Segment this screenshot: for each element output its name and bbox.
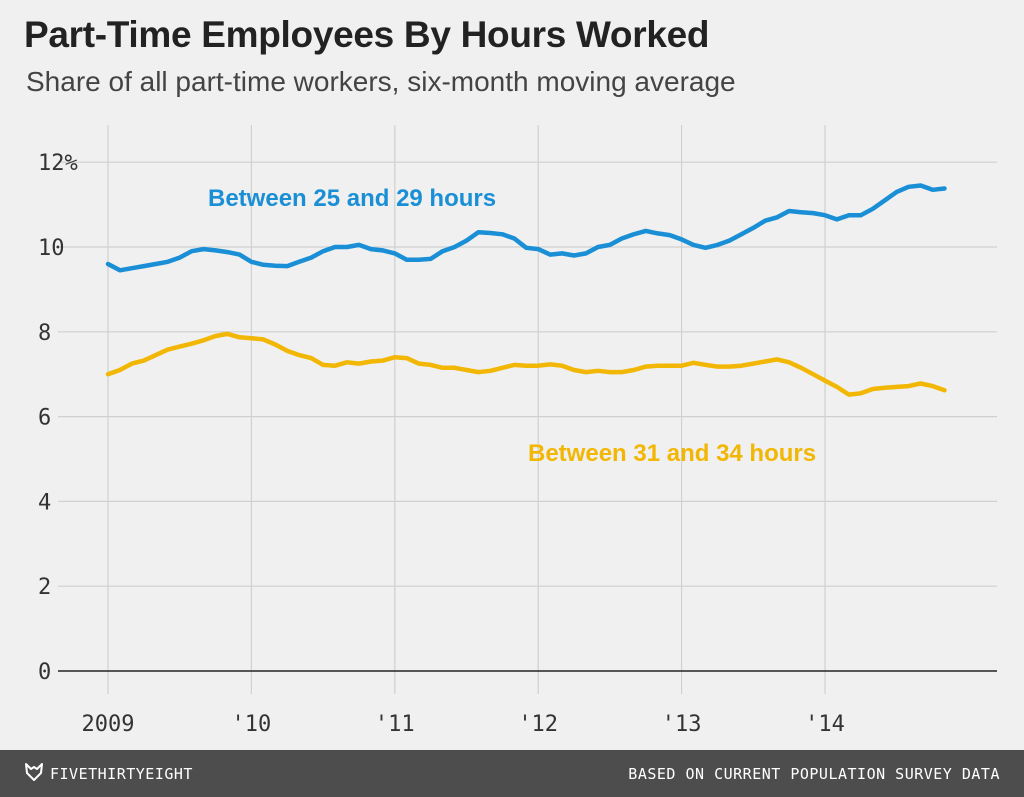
brand-name: FIVETHIRTYEIGHT bbox=[50, 765, 193, 783]
chart-title: Part-Time Employees By Hours Worked bbox=[24, 14, 710, 55]
grid-layer bbox=[58, 125, 997, 694]
series-line-31-34-hours bbox=[105, 331, 947, 397]
y-tick-label: 4 bbox=[38, 490, 51, 515]
source-note: BASED ON CURRENT POPULATION SURVEY DATA bbox=[628, 765, 1000, 783]
y-tick-label: 12% bbox=[38, 151, 78, 176]
x-tick-label: '11 bbox=[375, 712, 415, 737]
x-tick-label: 2009 bbox=[82, 712, 135, 737]
fivethirtyeight-fox-icon bbox=[24, 762, 44, 786]
series-line-25-29-hours bbox=[105, 183, 947, 273]
series-label-25-29-hours: Between 25 and 29 hours bbox=[208, 185, 496, 212]
y-tick-label: 0 bbox=[38, 660, 51, 685]
label-layer: Between 25 and 29 hours Between 31 and 34… bbox=[208, 185, 816, 467]
line-chart: 0 2 4 6 8 10 12% 2009 '10 '11 '12 '13 '14 Between 25… bbox=[38, 125, 997, 737]
series-layer bbox=[105, 183, 947, 397]
y-tick-label: 2 bbox=[38, 575, 51, 600]
y-tick-label: 6 bbox=[38, 406, 51, 431]
x-tick-label: '10 bbox=[232, 712, 272, 737]
x-tick-label: '14 bbox=[805, 712, 845, 737]
x-tick-label: '12 bbox=[518, 712, 558, 737]
y-tick-label: 8 bbox=[38, 321, 51, 346]
chart-subtitle: Share of all part-time workers, six-mont… bbox=[26, 66, 736, 97]
y-tick-label: 10 bbox=[38, 236, 65, 261]
series-label-31-34-hours: Between 31 and 34 hours bbox=[528, 440, 816, 467]
x-tick-label: '13 bbox=[662, 712, 702, 737]
axis-layer: 0 2 4 6 8 10 12% 2009 '10 '11 '12 '13 '14 bbox=[38, 151, 997, 737]
footer-bar: FIVETHIRTYEIGHT BASED ON CURRENT POPULAT… bbox=[0, 750, 1024, 797]
